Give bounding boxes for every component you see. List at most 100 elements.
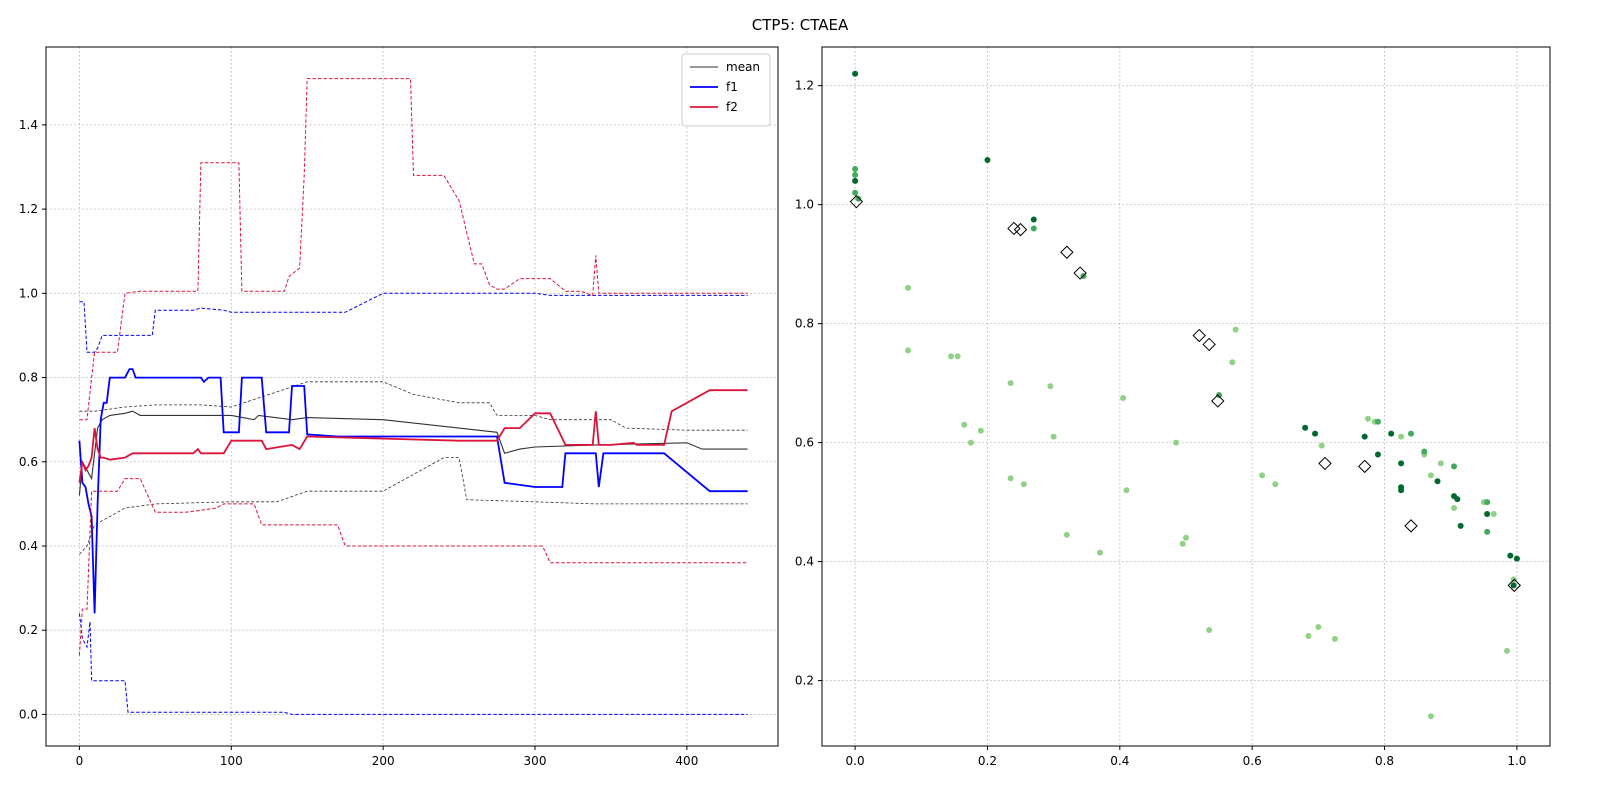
scatter-marker-diamond-5	[1192, 328, 1206, 343]
scatter-point-2-8	[1388, 430, 1395, 437]
scatter-marker-diamond-11	[1507, 578, 1521, 593]
scatter-marker-diamond-10	[1404, 519, 1418, 533]
scatter-point-0-3	[954, 353, 961, 360]
scatter-point-2-4	[1302, 424, 1309, 431]
scatter-point-1-4	[1030, 225, 1037, 232]
left-x-tick-label: 100	[220, 754, 243, 768]
legend: mean f1 f2	[681, 53, 771, 127]
left-axes-frame	[45, 46, 779, 747]
scatter-point-0-18	[1183, 534, 1189, 541]
right-y-tick-label: 0.4	[795, 555, 814, 569]
left-y-tick-label: 0.8	[19, 371, 38, 385]
left-x-tick-label: 400	[675, 754, 698, 768]
scatter-point-0-14	[1120, 394, 1127, 401]
scatter-point-0-1	[905, 347, 912, 354]
scatter-point-0-7	[1007, 380, 1014, 387]
scatter-point-2-0	[852, 70, 859, 77]
legend-box	[681, 53, 771, 127]
scatter-point-0-22	[1259, 472, 1266, 479]
scatter-point-1-12	[1484, 499, 1491, 506]
legend-label-f2: f2	[726, 100, 738, 114]
scatter-marker-diamond-9	[1357, 459, 1372, 474]
left-y-tick-label: 0.2	[19, 623, 38, 637]
scatter-point-0-8	[1007, 475, 1014, 482]
scatter-point-0-12	[1063, 531, 1070, 538]
series-line-mean-lower	[79, 457, 748, 555]
right-x-tick-label: 0.0	[846, 754, 865, 768]
left-plot-area	[78, 78, 748, 715]
scatter-point-0-21	[1232, 326, 1239, 333]
scatter-point-0-4	[961, 421, 968, 428]
scatter-point-0-32	[1427, 472, 1434, 479]
scatter-point-2-15	[1457, 522, 1464, 529]
series-line-f2-upper	[79, 78, 748, 421]
series-line-f1	[78, 368, 748, 614]
left-y-tick-label: 1.2	[19, 202, 38, 216]
scatter-point-0-38	[1503, 647, 1510, 654]
legend-label-f1: f1	[726, 80, 738, 94]
scatter-point-0-5	[967, 439, 974, 446]
scatter-point-0-0	[905, 284, 912, 291]
scatter-point-0-2	[948, 353, 955, 360]
left-x-tick-label: 0	[76, 754, 84, 768]
scatter-point-1-6	[1216, 392, 1223, 399]
right-x-tick-label: 0.2	[978, 754, 997, 768]
series-line-mean	[78, 410, 748, 496]
scatter-point-0-9	[1020, 481, 1027, 488]
scatter-point-1-8	[1408, 430, 1415, 437]
scatter-point-1-3	[855, 195, 862, 202]
left-y-tick-label: 0.4	[19, 539, 38, 553]
scatter-point-1-7	[1374, 418, 1381, 425]
scatter-point-1-1	[852, 171, 859, 178]
scatter-point-1-0	[852, 165, 859, 172]
left-x-tick-label: 300	[524, 754, 547, 768]
scatter-marker-diamond-7	[1211, 394, 1225, 408]
right-axes-frame	[821, 46, 1551, 747]
scatter-point-2-16	[1484, 510, 1491, 517]
scatter-point-0-13	[1096, 549, 1103, 556]
scatter-marker-diamond-2	[1013, 222, 1028, 237]
right-y-tick-label: 0.8	[795, 317, 814, 331]
right-y-tick-label: 1.2	[795, 79, 814, 93]
figure-title: CTP5: CTAEA	[752, 16, 849, 34]
scatter-point-2-18	[1513, 555, 1520, 562]
left-y-tick-label: 1.0	[19, 286, 38, 300]
scatter-point-0-27	[1331, 635, 1338, 642]
series-line-f1-upper	[79, 292, 748, 353]
scatter-point-2-3	[1030, 216, 1037, 223]
left-y-tick-label: 0.6	[19, 455, 38, 469]
series-line-f2	[78, 389, 748, 483]
right-x-tick-label: 0.6	[1243, 754, 1262, 768]
scatter-point-0-23	[1272, 481, 1279, 488]
scatter-marker-diamond-3	[1060, 245, 1074, 259]
right-plot-area	[849, 70, 1521, 720]
scatter-point-2-9	[1398, 460, 1405, 467]
scatter-point-2-5	[1312, 430, 1319, 437]
scatter-point-1-11	[1484, 528, 1491, 535]
scatter-point-0-34	[1437, 460, 1444, 467]
scatter-point-0-19	[1206, 626, 1213, 633]
scatter-point-2-12	[1434, 478, 1441, 485]
scatter-point-2-17	[1507, 552, 1514, 559]
scatter-point-0-20	[1229, 359, 1236, 366]
left-x-tick-label: 200	[372, 754, 395, 768]
left-axes: 0 100 200 300 400 0.0 0.2 0.4 0.6 0.8 1.0 1.2 1.4 mea…	[19, 46, 779, 768]
scatter-point-2-7	[1374, 451, 1381, 458]
scatter-marker-diamond-6	[1202, 337, 1216, 352]
scatter-point-2-1	[852, 177, 859, 184]
scatter-point-0-17	[1179, 540, 1186, 547]
scatter-point-0-16	[1173, 439, 1180, 446]
scatter-point-2-11	[1398, 487, 1405, 494]
scatter-point-2-2	[984, 157, 991, 164]
scatter-point-0-10	[1047, 383, 1054, 390]
scatter-marker-diamond-0	[849, 194, 864, 209]
scatter-point-1-9	[1421, 448, 1428, 455]
scatter-point-0-28	[1365, 415, 1371, 422]
scatter-point-2-19	[1510, 582, 1517, 589]
scatter-point-1-2	[852, 189, 859, 196]
scatter-marker-diamond-4	[1073, 266, 1087, 280]
scatter-point-1-10	[1451, 463, 1458, 470]
right-y-tick-label: 0.6	[795, 436, 814, 450]
scatter-point-0-35	[1451, 505, 1458, 512]
